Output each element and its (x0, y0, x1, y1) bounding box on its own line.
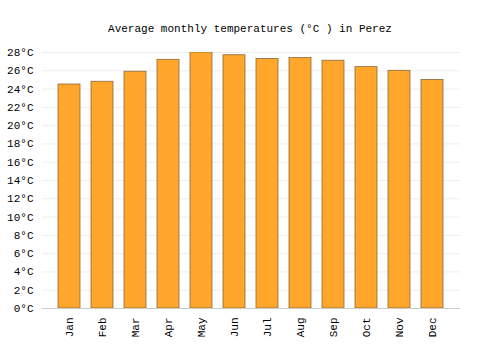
svg-text:Oct: Oct (361, 318, 373, 338)
svg-text:20°C: 20°C (7, 120, 34, 132)
svg-text:Feb: Feb (97, 318, 109, 338)
svg-text:16°C: 16°C (7, 157, 34, 169)
svg-text:Dec: Dec (427, 318, 439, 338)
svg-text:2°C: 2°C (14, 285, 34, 297)
svg-text:Jun: Jun (229, 318, 241, 338)
svg-text:Aug: Aug (295, 318, 307, 338)
svg-text:18°C: 18°C (7, 138, 34, 150)
svg-text:Jul: Jul (262, 318, 274, 338)
svg-text:26°C: 26°C (7, 65, 34, 77)
svg-text:22°C: 22°C (7, 102, 34, 114)
svg-text:24°C: 24°C (7, 84, 34, 96)
svg-text:4°C: 4°C (14, 266, 34, 278)
svg-text:Apr: Apr (163, 318, 175, 338)
svg-text:May: May (196, 317, 208, 337)
svg-text:14°C: 14°C (7, 175, 34, 187)
svg-text:28°C: 28°C (7, 47, 34, 59)
svg-text:Nov: Nov (394, 317, 406, 337)
svg-text:12°C: 12°C (7, 193, 34, 205)
svg-text:10°C: 10°C (7, 212, 34, 224)
svg-text:Mar: Mar (130, 318, 142, 338)
svg-text:8°C: 8°C (14, 230, 34, 242)
svg-text:Sep: Sep (328, 318, 340, 338)
svg-text:0°C: 0°C (14, 303, 34, 315)
svg-text:6°C: 6°C (14, 248, 34, 260)
html-text:Average monthly temperatures (: Average monthly temperatures (°C ) in Pe… (108, 23, 392, 35)
svg-text:Jan: Jan (64, 318, 76, 338)
